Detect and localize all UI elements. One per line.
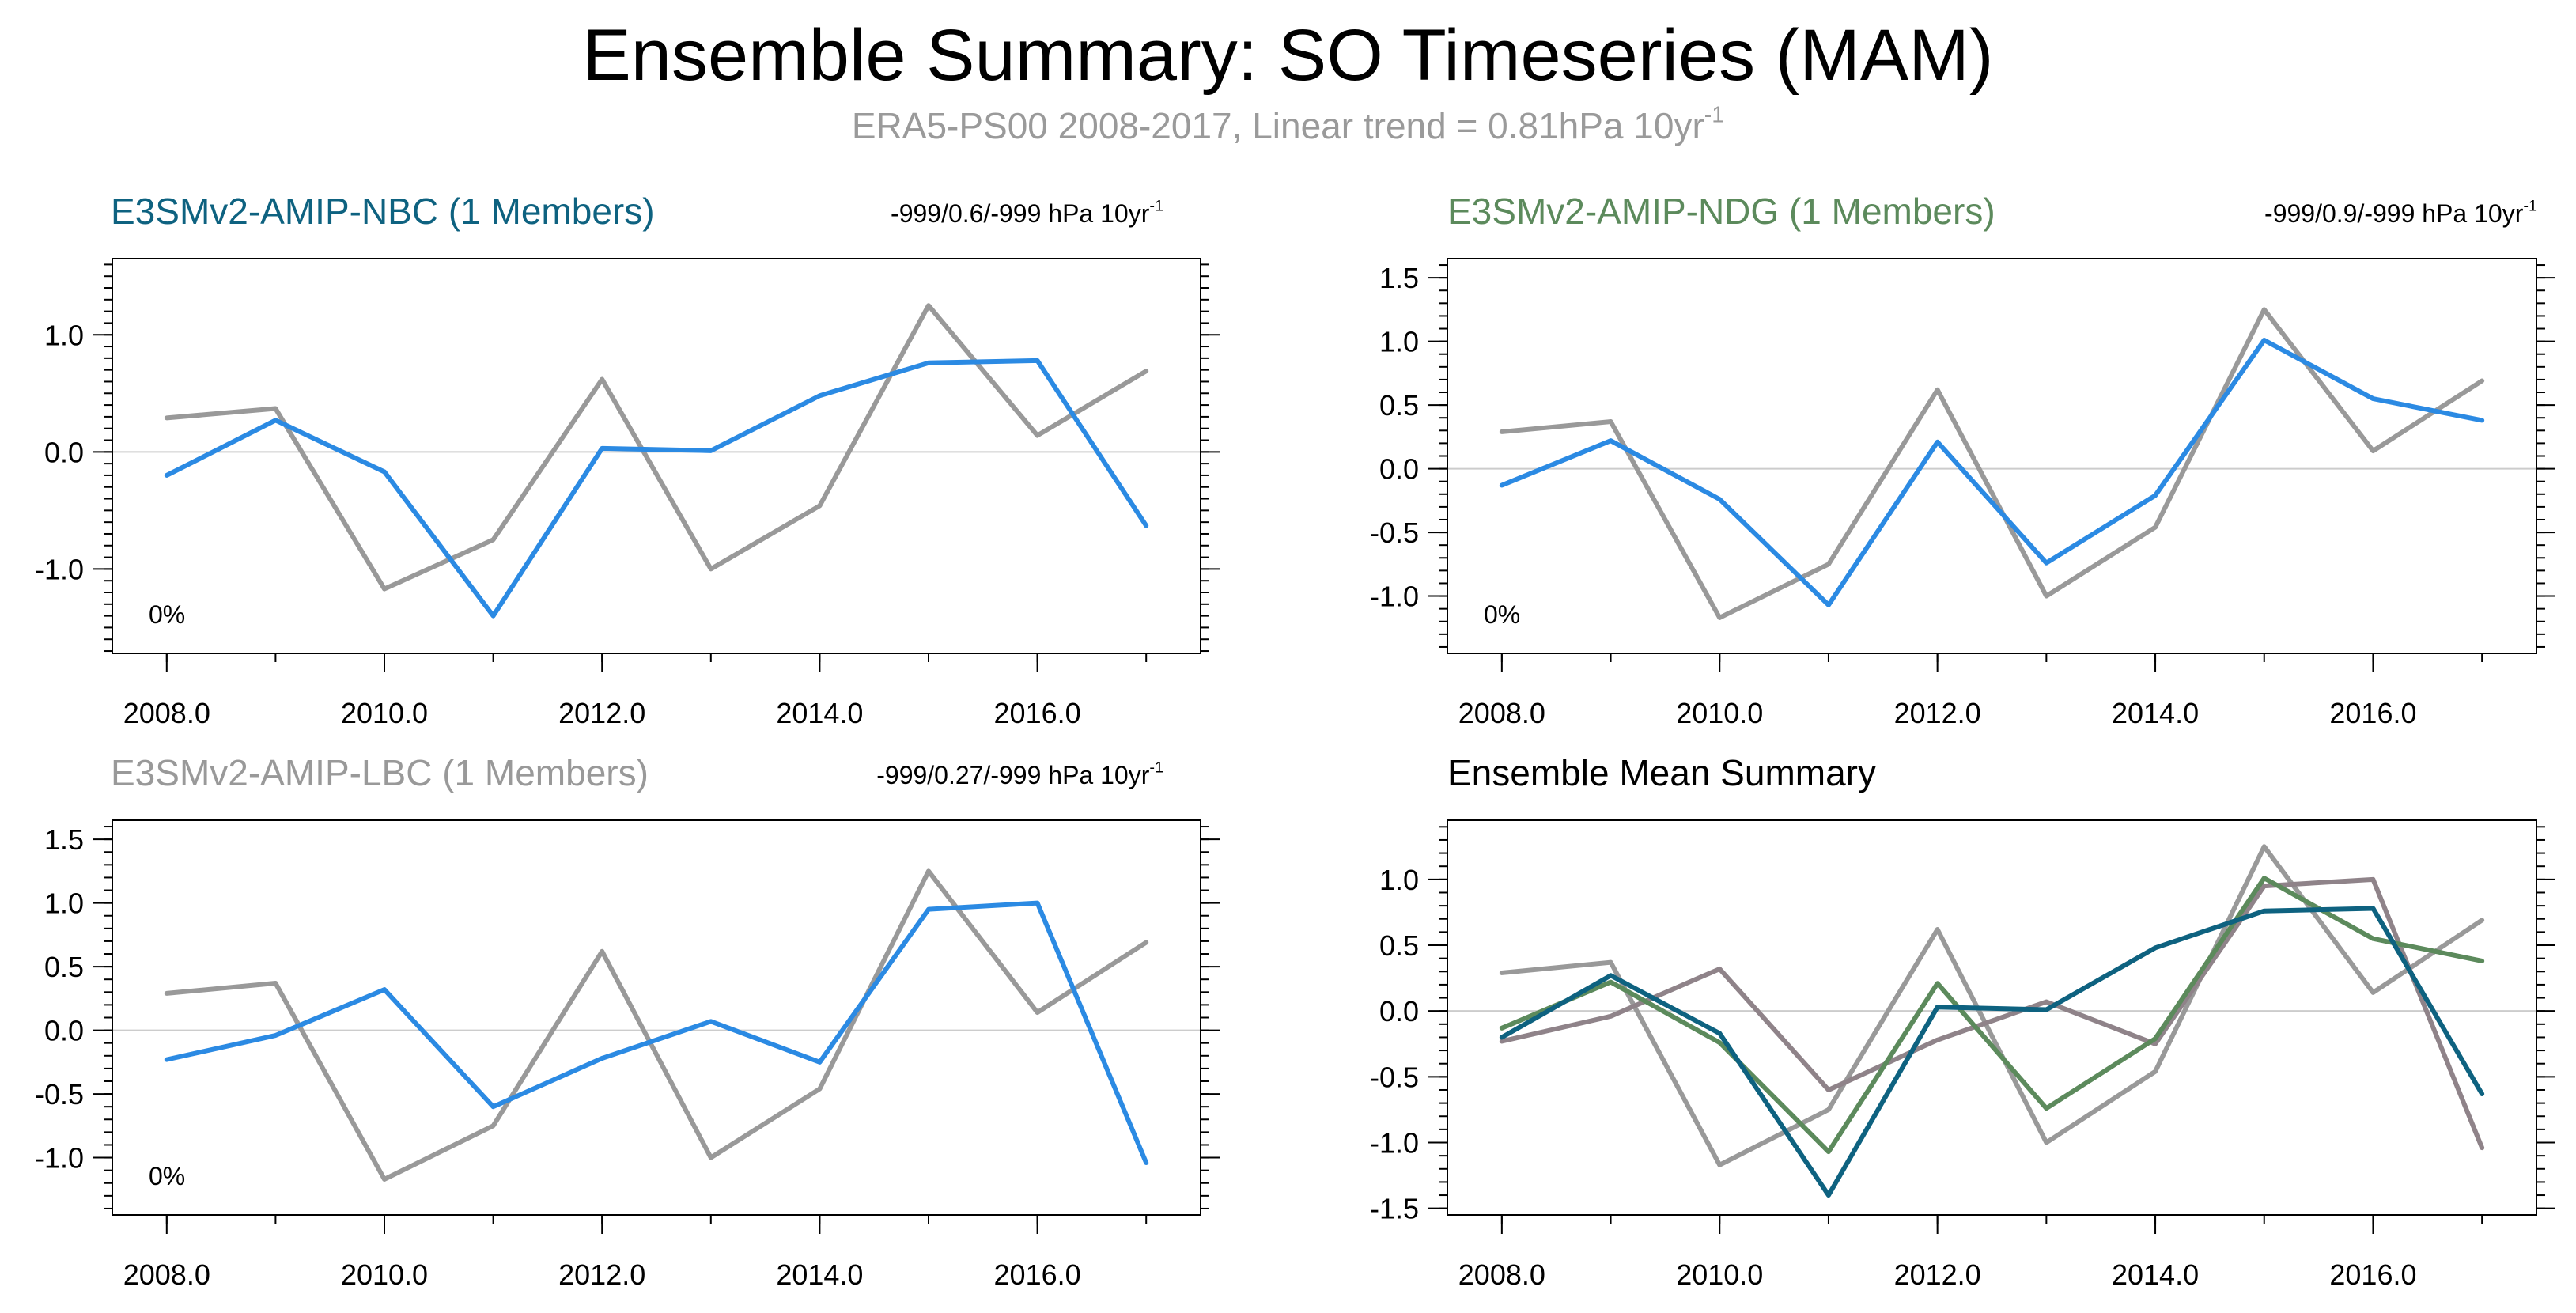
series-line-e3smv2-amip-nbc: [164, 358, 1149, 619]
x-tick-label: 2012.0: [1894, 697, 1981, 729]
panel-title-nbc: E3SMv2-AMIP-NBC (1 Members): [111, 191, 655, 232]
y-tick-label: 0.0: [44, 436, 84, 468]
y-tick-label: 1.0: [44, 319, 84, 351]
percent-label: 0%: [1484, 600, 1520, 629]
series-line-era5-ps00: [164, 868, 1149, 1182]
panel-trend-lbc: -999/0.27/-999 hPa 10yr-1: [876, 759, 1163, 790]
y-tick-label: -1.0: [35, 1142, 84, 1175]
y-tick-label: -0.5: [1370, 516, 1419, 549]
series-line-e3smv2-amip-ndg: [1499, 338, 2485, 607]
series-line-era5-ps00: [1499, 307, 2485, 620]
x-tick-label: 2014.0: [776, 697, 863, 729]
series-line-era5-ps00: [164, 303, 1149, 592]
y-tick-label: 1.5: [44, 823, 84, 856]
y-tick-label: -0.5: [1370, 1061, 1419, 1093]
panel-trend-ndg: -999/0.9/-999 hPa 10yr-1: [2264, 199, 2537, 229]
y-tick-label: 0.0: [1379, 453, 1419, 486]
series-line-era5-ps00: [1499, 844, 2485, 1167]
x-tick-label: 2012.0: [558, 697, 645, 729]
y-tick-label: -1.0: [1370, 581, 1419, 613]
x-tick-label: 2010.0: [341, 1258, 428, 1291]
x-tick-label: 2014.0: [2112, 697, 2199, 729]
x-tick-label: 2010.0: [1676, 1258, 1763, 1291]
trend-text: -999/0.9/-999 hPa 10yr: [2264, 199, 2524, 228]
y-tick-label: 0.5: [44, 951, 84, 983]
chart-panel-ndg: -1.0 -0.5 0.0 0.5 1.0 1.5 2008.0 2010.0 2012.0 20…: [1370, 258, 2555, 729]
y-tick-label: -1.0: [35, 553, 84, 585]
y-tick-label: -0.5: [35, 1078, 84, 1111]
plot-frame: [1447, 819, 2537, 1216]
y-tick-label: 0.0: [44, 1015, 84, 1047]
x-tick-label: 2012.0: [558, 1258, 645, 1291]
trend-superscript: -1: [1149, 759, 1163, 777]
y-tick-label: 0.5: [1379, 929, 1419, 962]
figure-subtitle: ERA5-PS00 2008-2017, Linear trend = 0.81…: [0, 104, 2576, 147]
trend-text: -999/0.6/-999 hPa 10yr: [891, 199, 1150, 228]
subtitle-superscript: -1: [1704, 102, 1725, 128]
x-tick-label: 2008.0: [123, 697, 210, 729]
x-tick-label: 2008.0: [1458, 697, 1545, 729]
y-tick-label: 1.0: [1379, 864, 1419, 896]
series-line-e3smv2-amip-lbc: [164, 900, 1149, 1165]
chart-panel-lbc: -1.0 -0.5 0.0 0.5 1.0 1.5 2008.0 2010.0 2012.0 20…: [35, 819, 1220, 1291]
x-tick-label: 2010.0: [341, 697, 428, 729]
x-tick-label: 2016.0: [994, 1258, 1081, 1291]
y-tick-label: 1.0: [1379, 326, 1419, 358]
x-tick-label: 2014.0: [2112, 1258, 2199, 1291]
x-tick-label: 2010.0: [1676, 697, 1763, 729]
figure-title: Ensemble Summary: SO Timeseries (MAM): [582, 15, 1994, 96]
series-line-e3smv2-amip-lbc: [1499, 876, 2485, 1151]
trend-text: -999/0.27/-999 hPa 10yr: [876, 761, 1150, 789]
panel-title-lbc: E3SMv2-AMIP-LBC (1 Members): [111, 752, 649, 793]
subtitle-text: ERA5-PS00 2008-2017, Linear trend = 0.81…: [851, 105, 1704, 146]
chart-panel-nbc: -1.0 0.0 1.0 2008.0 2010.0 2012.0 2014.0 2016.0…: [35, 258, 1220, 729]
trend-superscript: -1: [1149, 197, 1163, 215]
trend-superscript: -1: [2523, 197, 2537, 215]
x-tick-label: 2016.0: [2329, 1258, 2416, 1291]
percent-label: 0%: [149, 600, 185, 629]
y-tick-label: 1.0: [44, 887, 84, 920]
plot-frame: [1447, 258, 2537, 654]
plot-frame: [112, 819, 1201, 1216]
x-tick-label: 2016.0: [994, 697, 1081, 729]
x-tick-label: 2012.0: [1894, 1258, 1981, 1291]
panel-trend-nbc: -999/0.6/-999 hPa 10yr-1: [891, 199, 1163, 229]
x-tick-label: 2008.0: [1458, 1258, 1545, 1291]
y-tick-label: 1.5: [1379, 262, 1419, 294]
y-tick-label: 0.5: [1379, 389, 1419, 422]
series-line-e3smv2-amip-ndg: [1499, 876, 2485, 1155]
panel-title-ensemble-mean: Ensemble Mean Summary: [1447, 752, 1876, 793]
y-tick-label: 0.0: [1379, 995, 1419, 1027]
panel-title-ndg: E3SMv2-AMIP-NDG (1 Members): [1447, 191, 1995, 232]
series-line-e3smv2-amip-nbc: [1499, 906, 2485, 1198]
chart-panel-ensemble-mean: -1.5 -1.0 -0.5 0.0 0.5 1.0 2008.0 2010.0 2012.0 2…: [1370, 819, 2555, 1291]
percent-label: 0%: [149, 1162, 185, 1190]
plot-frame: [112, 258, 1201, 654]
y-tick-label: -1.0: [1370, 1127, 1419, 1160]
x-tick-label: 2014.0: [776, 1258, 863, 1291]
x-tick-label: 2008.0: [123, 1258, 210, 1291]
x-tick-label: 2016.0: [2329, 697, 2416, 729]
y-tick-label: -1.5: [1370, 1193, 1419, 1225]
